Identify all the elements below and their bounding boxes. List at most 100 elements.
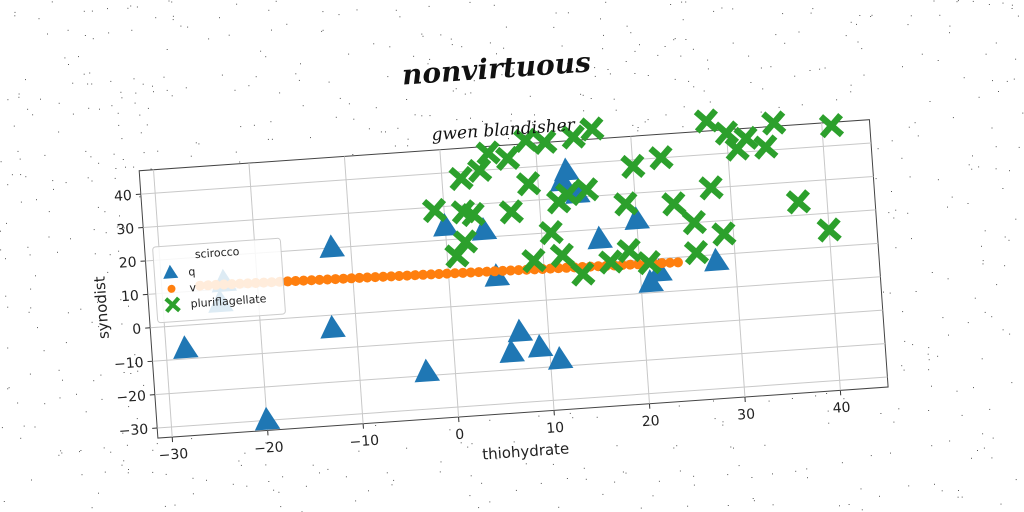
speckle-dot xyxy=(58,102,60,104)
data-point-triangle xyxy=(624,206,650,231)
speckle-dot xyxy=(190,155,192,157)
speckle-dot xyxy=(928,369,930,371)
speckle-dot xyxy=(534,114,535,116)
x-axis-label: thiohydrate xyxy=(482,439,570,463)
speckle-dot xyxy=(18,93,20,95)
speckle-dot xyxy=(19,158,21,160)
speckle-dot xyxy=(117,112,119,114)
speckle-dot xyxy=(53,188,54,190)
speckle-dot xyxy=(937,179,939,181)
speckle-dot xyxy=(345,476,347,478)
legend-title: scirocco xyxy=(194,245,240,261)
speckle-dot xyxy=(778,106,780,108)
speckle-dot xyxy=(801,104,803,106)
speckle-dot xyxy=(511,113,512,115)
legend-marker xyxy=(167,284,176,293)
speckle-dot xyxy=(883,291,884,293)
data-point-x xyxy=(711,221,737,247)
speckle-dot xyxy=(481,482,483,484)
y-tick-label: −10 xyxy=(114,355,145,373)
speckle-dot xyxy=(461,46,463,48)
speckle-dot xyxy=(163,76,165,78)
data-point-circle xyxy=(441,268,452,279)
speckle-dot xyxy=(902,66,903,68)
speckle-dot xyxy=(707,68,709,70)
speckle-dot xyxy=(67,29,69,31)
x-tick-label: −30 xyxy=(158,446,189,464)
speckle-dot xyxy=(127,472,129,474)
speckle-dot xyxy=(171,1,173,3)
speckle-dot xyxy=(305,485,307,487)
speckle-dot xyxy=(65,342,67,344)
speckle-dot xyxy=(931,272,933,273)
speckle-dot xyxy=(171,95,173,97)
data-point-triangle xyxy=(471,216,498,241)
speckle-dot xyxy=(84,35,86,36)
speckle-dot xyxy=(572,417,574,419)
speckle-dot xyxy=(685,39,687,40)
y-gridline xyxy=(150,276,881,329)
speckle-dot xyxy=(637,127,639,128)
speckle-dot xyxy=(933,0,935,2)
speckle-dot xyxy=(937,60,939,61)
speckle-dot xyxy=(727,505,729,506)
speckle-dot xyxy=(31,479,32,481)
y-tick-label: −30 xyxy=(118,422,149,440)
speckle-dot xyxy=(888,212,890,214)
speckle-dot xyxy=(7,184,9,186)
speckle-dot xyxy=(59,397,61,399)
speckle-dot xyxy=(625,61,627,62)
speckle-dot xyxy=(150,168,152,170)
speckle-dot xyxy=(118,124,120,126)
speckle-dot xyxy=(622,471,624,473)
series-pluriflagellate xyxy=(421,108,845,287)
speckle-dot xyxy=(452,90,454,92)
speckle-dot xyxy=(375,107,377,109)
speckle-dot xyxy=(1022,112,1024,114)
speckle-dot xyxy=(440,461,442,463)
speckle-dot xyxy=(111,105,113,107)
speckle-dot xyxy=(784,42,786,44)
data-point-circle xyxy=(449,268,460,279)
speckle-dot xyxy=(101,398,103,400)
data-point-circle xyxy=(298,275,309,286)
speckle-dot xyxy=(983,447,985,449)
speckle-dot xyxy=(826,393,828,394)
speckle-dot xyxy=(1011,4,1013,6)
data-point-circle xyxy=(489,266,500,277)
speckle-dot xyxy=(794,75,796,77)
speckle-dot xyxy=(460,442,462,444)
speckle-dot xyxy=(80,450,82,451)
speckle-dot xyxy=(61,452,63,454)
speckle-dot xyxy=(153,91,154,93)
speckle-dot xyxy=(1008,239,1010,241)
speckle-dot xyxy=(963,77,965,79)
speckle-dot xyxy=(585,478,587,480)
speckle-dot xyxy=(123,460,125,462)
legend-marker xyxy=(163,264,179,279)
speckle-dot xyxy=(103,447,105,449)
speckle-dot xyxy=(155,17,157,19)
data-point-triangle xyxy=(527,333,554,358)
speckle-dot xyxy=(20,174,22,176)
speckle-dot xyxy=(958,490,959,491)
speckle-dot xyxy=(602,48,604,50)
speckle-dot xyxy=(647,119,649,121)
speckle-dot xyxy=(244,452,246,454)
y-axis-label: synodist xyxy=(90,276,112,340)
speckle-dot xyxy=(791,398,793,399)
speckle-dot xyxy=(373,43,375,45)
speckle-dot xyxy=(942,317,944,319)
speckle-dot xyxy=(891,191,892,192)
chart-subtitle: gwen blandisher xyxy=(431,115,576,145)
speckle-dot xyxy=(78,56,79,58)
speckle-dot xyxy=(961,414,963,416)
speckle-dot xyxy=(195,142,197,144)
speckle-dot xyxy=(982,433,984,435)
speckle-dot xyxy=(917,135,919,137)
speckle-dot xyxy=(692,48,694,50)
speckle-dot xyxy=(20,437,22,439)
data-point-triangle xyxy=(499,339,526,364)
speckle-dot xyxy=(891,140,893,142)
speckle-dot xyxy=(977,450,978,451)
